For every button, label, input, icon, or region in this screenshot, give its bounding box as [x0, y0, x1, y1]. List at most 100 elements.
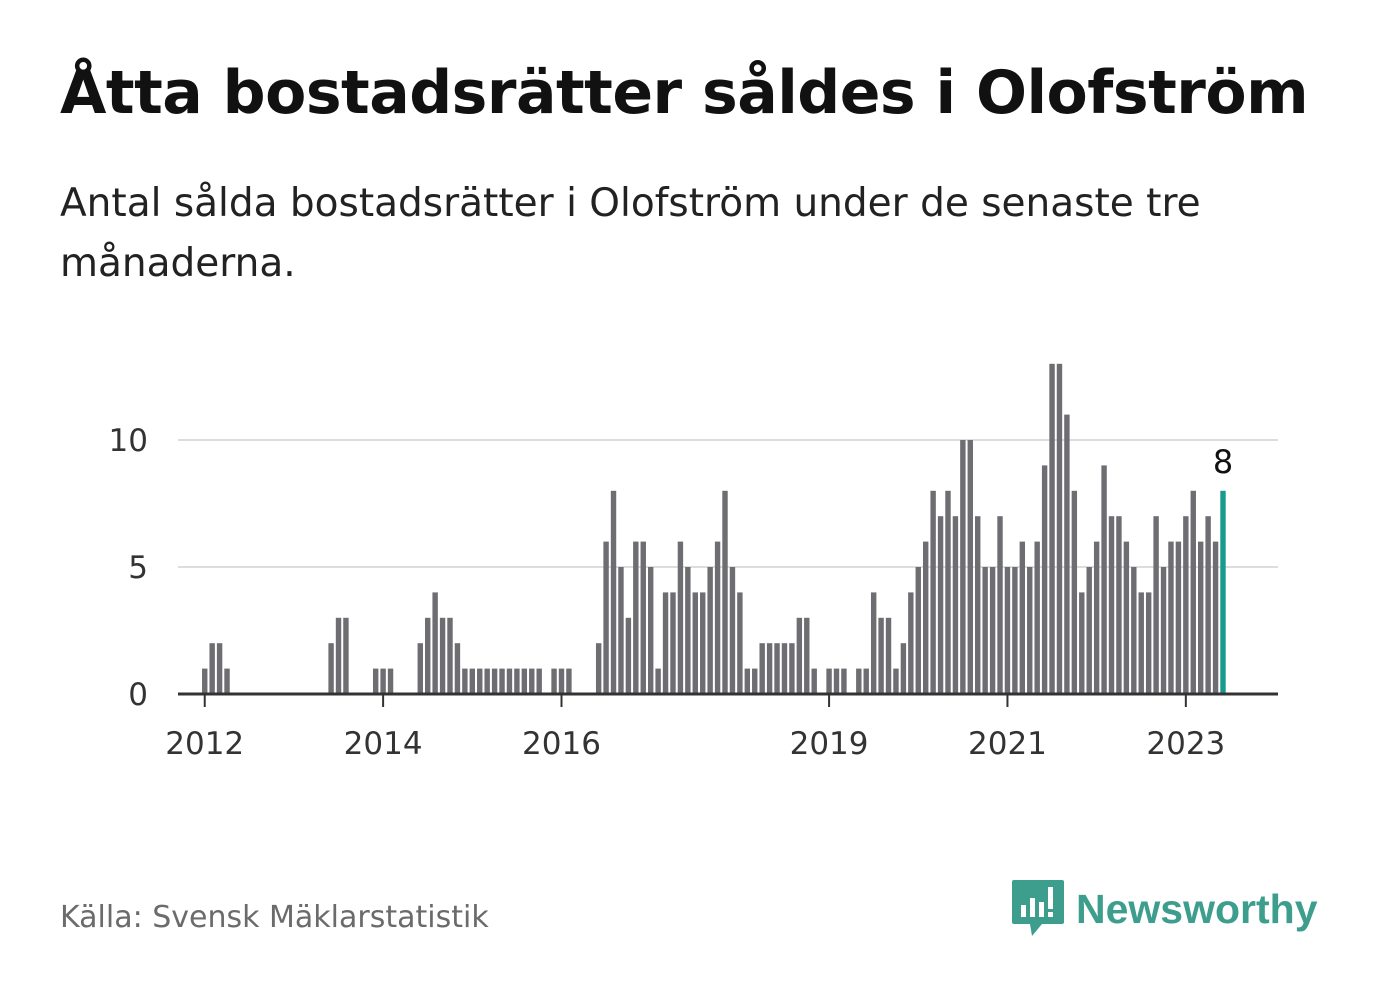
bar — [372, 668, 379, 694]
y-tick-label: 5 — [128, 550, 148, 586]
bar — [893, 668, 899, 694]
bar — [707, 567, 713, 694]
bar — [610, 490, 617, 694]
highlight-bar — [1220, 490, 1226, 694]
bar — [915, 567, 921, 694]
brand-logo: Newsworthy — [1010, 878, 1318, 940]
bar — [387, 668, 394, 694]
bar — [841, 668, 847, 694]
bar — [209, 643, 215, 694]
bar — [967, 440, 973, 694]
bar — [499, 668, 505, 694]
bar — [826, 668, 832, 694]
bar — [670, 592, 676, 694]
bar — [484, 668, 490, 694]
bar — [1190, 490, 1196, 694]
bar — [425, 617, 431, 694]
bar — [1086, 567, 1092, 694]
bar — [328, 643, 334, 694]
bar — [1034, 541, 1040, 694]
bar — [766, 643, 773, 694]
bar — [722, 490, 728, 694]
bar — [1079, 592, 1085, 694]
bar — [514, 668, 520, 694]
x-tick-label: 2021 — [968, 726, 1047, 762]
source-note: Källa: Svensk Mäklarstatistik — [60, 900, 489, 935]
bar — [1004, 567, 1011, 694]
bar — [692, 592, 698, 694]
bar — [1183, 516, 1189, 694]
bar — [1041, 465, 1048, 694]
bar — [975, 516, 981, 694]
bar — [737, 592, 743, 694]
bar — [439, 617, 446, 694]
bar — [462, 668, 468, 694]
bar — [1198, 541, 1204, 694]
bar — [1108, 516, 1115, 694]
bar — [477, 668, 483, 694]
page-title: Åtta bostadsrätter såldes i Olofström — [60, 58, 1309, 128]
bar — [1175, 541, 1182, 694]
bar — [856, 668, 862, 694]
bar — [1168, 541, 1174, 694]
x-tick-label: 2014 — [344, 726, 423, 762]
bar — [506, 668, 513, 694]
bar — [811, 668, 817, 694]
bar — [529, 668, 535, 694]
bar — [640, 541, 646, 694]
bar — [923, 541, 929, 694]
bar — [1019, 541, 1026, 694]
bar — [216, 643, 223, 694]
bar — [1056, 363, 1063, 694]
bar — [343, 617, 349, 694]
bar — [1138, 592, 1144, 694]
bar — [945, 490, 951, 694]
bar — [380, 668, 386, 694]
bar — [796, 617, 803, 694]
bar — [1145, 592, 1152, 694]
bar — [804, 617, 810, 694]
bar — [625, 617, 632, 694]
bar — [1012, 567, 1018, 694]
bar — [833, 668, 840, 694]
bar — [781, 643, 788, 694]
bar — [647, 567, 654, 694]
bar — [536, 668, 542, 694]
bar — [1153, 516, 1159, 694]
bar — [432, 592, 438, 694]
bar — [1212, 541, 1219, 694]
bar — [1116, 516, 1122, 694]
bar — [685, 567, 691, 694]
bar — [729, 567, 736, 694]
bar — [662, 592, 669, 694]
bar — [752, 668, 758, 694]
bar — [202, 668, 208, 694]
x-tick-label: 2012 — [165, 726, 244, 762]
x-tick-label: 2016 — [522, 726, 601, 762]
brand-name: Newsworthy — [1076, 885, 1318, 932]
bar — [960, 440, 966, 694]
bar — [937, 516, 944, 694]
bar — [469, 668, 475, 694]
bar — [1205, 516, 1211, 694]
bar — [1101, 465, 1107, 694]
bar — [677, 541, 684, 694]
y-tick-label: 0 — [128, 677, 148, 713]
bar — [566, 668, 572, 694]
bar — [863, 668, 869, 694]
bar — [454, 643, 461, 694]
bar — [900, 643, 907, 694]
bar — [1071, 490, 1078, 694]
bar — [789, 643, 795, 694]
bar — [491, 668, 498, 694]
bar — [870, 592, 877, 694]
bar — [595, 643, 602, 694]
bar — [982, 567, 988, 694]
bar — [447, 617, 453, 694]
bar — [551, 668, 557, 694]
bar — [1093, 541, 1100, 694]
bar — [700, 592, 706, 694]
highlight-value-label: 8 — [1213, 443, 1233, 481]
bar — [1160, 567, 1167, 694]
bar — [930, 490, 936, 694]
